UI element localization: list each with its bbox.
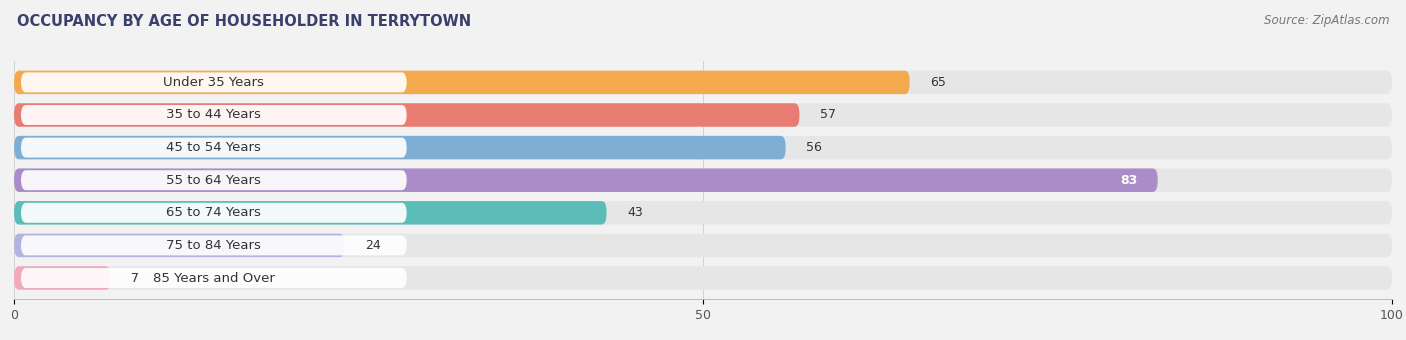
FancyBboxPatch shape <box>21 203 406 223</box>
FancyBboxPatch shape <box>14 136 1392 159</box>
Text: 43: 43 <box>627 206 643 219</box>
Text: Source: ZipAtlas.com: Source: ZipAtlas.com <box>1264 14 1389 27</box>
Text: 55 to 64 Years: 55 to 64 Years <box>166 174 262 187</box>
Text: 65 to 74 Years: 65 to 74 Years <box>166 206 262 219</box>
Text: 75 to 84 Years: 75 to 84 Years <box>166 239 262 252</box>
FancyBboxPatch shape <box>14 168 1392 192</box>
FancyBboxPatch shape <box>21 105 406 125</box>
FancyBboxPatch shape <box>21 235 406 255</box>
FancyBboxPatch shape <box>14 266 1392 290</box>
Text: 24: 24 <box>366 239 381 252</box>
FancyBboxPatch shape <box>14 201 1392 224</box>
Text: 65: 65 <box>931 76 946 89</box>
FancyBboxPatch shape <box>14 266 111 290</box>
FancyBboxPatch shape <box>14 168 1157 192</box>
FancyBboxPatch shape <box>21 170 406 190</box>
FancyBboxPatch shape <box>14 71 910 94</box>
Text: 56: 56 <box>807 141 823 154</box>
Text: Under 35 Years: Under 35 Years <box>163 76 264 89</box>
FancyBboxPatch shape <box>14 201 606 224</box>
FancyBboxPatch shape <box>14 234 344 257</box>
Text: 45 to 54 Years: 45 to 54 Years <box>166 141 262 154</box>
Text: 83: 83 <box>1119 174 1137 187</box>
Text: 7: 7 <box>131 272 139 285</box>
Text: 35 to 44 Years: 35 to 44 Years <box>166 108 262 121</box>
Text: OCCUPANCY BY AGE OF HOUSEHOLDER IN TERRYTOWN: OCCUPANCY BY AGE OF HOUSEHOLDER IN TERRY… <box>17 14 471 29</box>
Text: 57: 57 <box>820 108 837 121</box>
FancyBboxPatch shape <box>21 72 406 92</box>
FancyBboxPatch shape <box>14 103 800 127</box>
FancyBboxPatch shape <box>14 234 1392 257</box>
FancyBboxPatch shape <box>14 103 1392 127</box>
FancyBboxPatch shape <box>14 136 786 159</box>
Text: 85 Years and Over: 85 Years and Over <box>153 272 274 285</box>
FancyBboxPatch shape <box>21 138 406 157</box>
FancyBboxPatch shape <box>14 71 1392 94</box>
FancyBboxPatch shape <box>21 268 406 288</box>
